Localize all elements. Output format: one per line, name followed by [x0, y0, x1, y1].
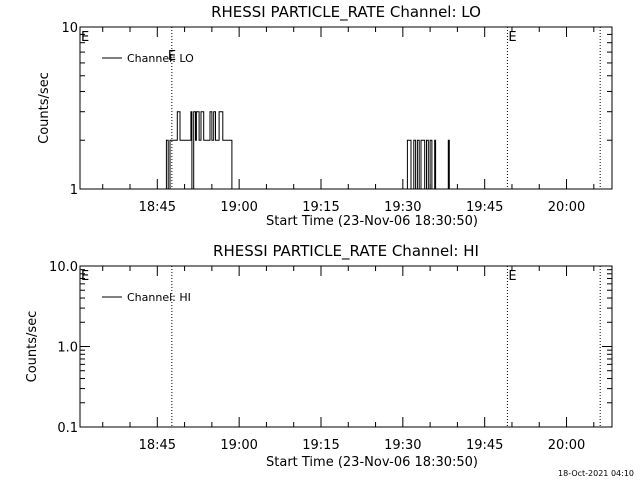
x-tick-label: 19:45 — [466, 200, 503, 215]
x-tick-label: 19:30 — [384, 200, 421, 215]
event-marker-label: E — [508, 30, 516, 45]
y-tick-label: 0.1 — [57, 421, 78, 436]
x-axis-label: Start Time (23-Nov-06 18:30:50) — [266, 455, 478, 470]
chart-title: RHESSI PARTICLE_RATE Channel: HI — [213, 242, 479, 261]
chart-panel-1: RHESSI PARTICLE_RATE Channel: LO Start Ti… — [37, 3, 613, 229]
x-tick-label: 19:00 — [220, 200, 257, 215]
y-tick-label: 10 — [61, 21, 78, 36]
x-tick-label: 19:15 — [302, 200, 339, 215]
event-marker-label: E — [81, 269, 89, 284]
x-tick-label: 19:30 — [384, 438, 421, 453]
event-marker-label: E — [508, 269, 516, 284]
x-tick-label: 20:00 — [548, 438, 585, 453]
x-tick-label: 18:45 — [139, 438, 176, 453]
x-tick-label: 18:45 — [139, 200, 176, 215]
render-timestamp: 18-Oct-2021 04:10 — [558, 469, 634, 478]
legend-entry: Channel: LO — [127, 52, 194, 65]
series-line — [156, 111, 450, 190]
x-tick-label: 19:00 — [220, 438, 257, 453]
legend-entry: Channel: HI — [127, 291, 191, 304]
chart-title: RHESSI PARTICLE_RATE Channel: LO — [211, 3, 481, 22]
y-tick-label: 1 — [70, 183, 78, 198]
chart-panel-2: RHESSI PARTICLE_RATE Channel: HI Start Ti… — [25, 242, 613, 470]
event-marker-label: E — [81, 30, 89, 45]
y-tick-label: 1.0 — [57, 341, 78, 356]
y-axis-label: Counts/sec — [25, 311, 40, 383]
y-axis-label: Counts/sec — [37, 72, 52, 144]
y-tick-label: 10.0 — [49, 260, 78, 275]
x-axis-label: Start Time (23-Nov-06 18:30:50) — [266, 214, 478, 229]
x-tick-label: 19:15 — [302, 438, 339, 453]
x-tick-label: 20:00 — [548, 200, 585, 215]
x-tick-label: 19:45 — [466, 438, 503, 453]
event-line-label: E — [168, 49, 176, 64]
